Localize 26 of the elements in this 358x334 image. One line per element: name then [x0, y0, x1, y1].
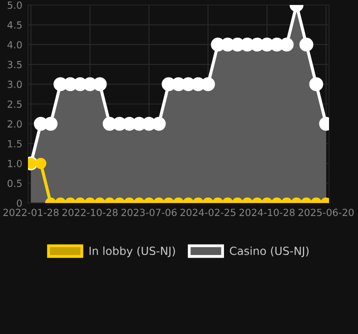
- y-tick-label: 1.0: [8, 160, 22, 168]
- point: [280, 38, 294, 52]
- x-tick-label: 2024-10-28: [239, 208, 295, 216]
- point: [309, 77, 324, 92]
- legend-label: In lobby (US-NJ): [90, 246, 175, 258]
- point: [201, 77, 215, 92]
- y-tick-label: 0: [16, 199, 22, 207]
- y-tick-label: 3.0: [8, 80, 22, 88]
- y-tick-label: 4.0: [7, 41, 22, 48]
- point: [44, 116, 58, 131]
- x-tick-label: 2022-01-28: [3, 208, 59, 216]
- point: [92, 77, 107, 92]
- point: [299, 38, 314, 52]
- y-tick-label: 3.5: [8, 60, 22, 68]
- y-tick-label: 2.5: [8, 100, 22, 108]
- x-tick-label: 2024-02-25: [180, 208, 236, 216]
- point: [152, 116, 166, 131]
- y-tick-label: 1.5: [8, 140, 22, 148]
- y-tick-label: 2.0: [8, 120, 22, 128]
- legend-label: Casino (US-NJ): [230, 246, 309, 258]
- x-tick-label: 2022-10-28: [62, 208, 118, 216]
- y-tick-label: 4.5: [7, 21, 22, 29]
- x-tick-label: 2025-06-20: [298, 208, 354, 216]
- y-tick-label: 0.5: [8, 180, 22, 188]
- x-tick-label: 2023-07-06: [121, 208, 177, 216]
- y-tick-label: 5.0: [8, 1, 22, 9]
